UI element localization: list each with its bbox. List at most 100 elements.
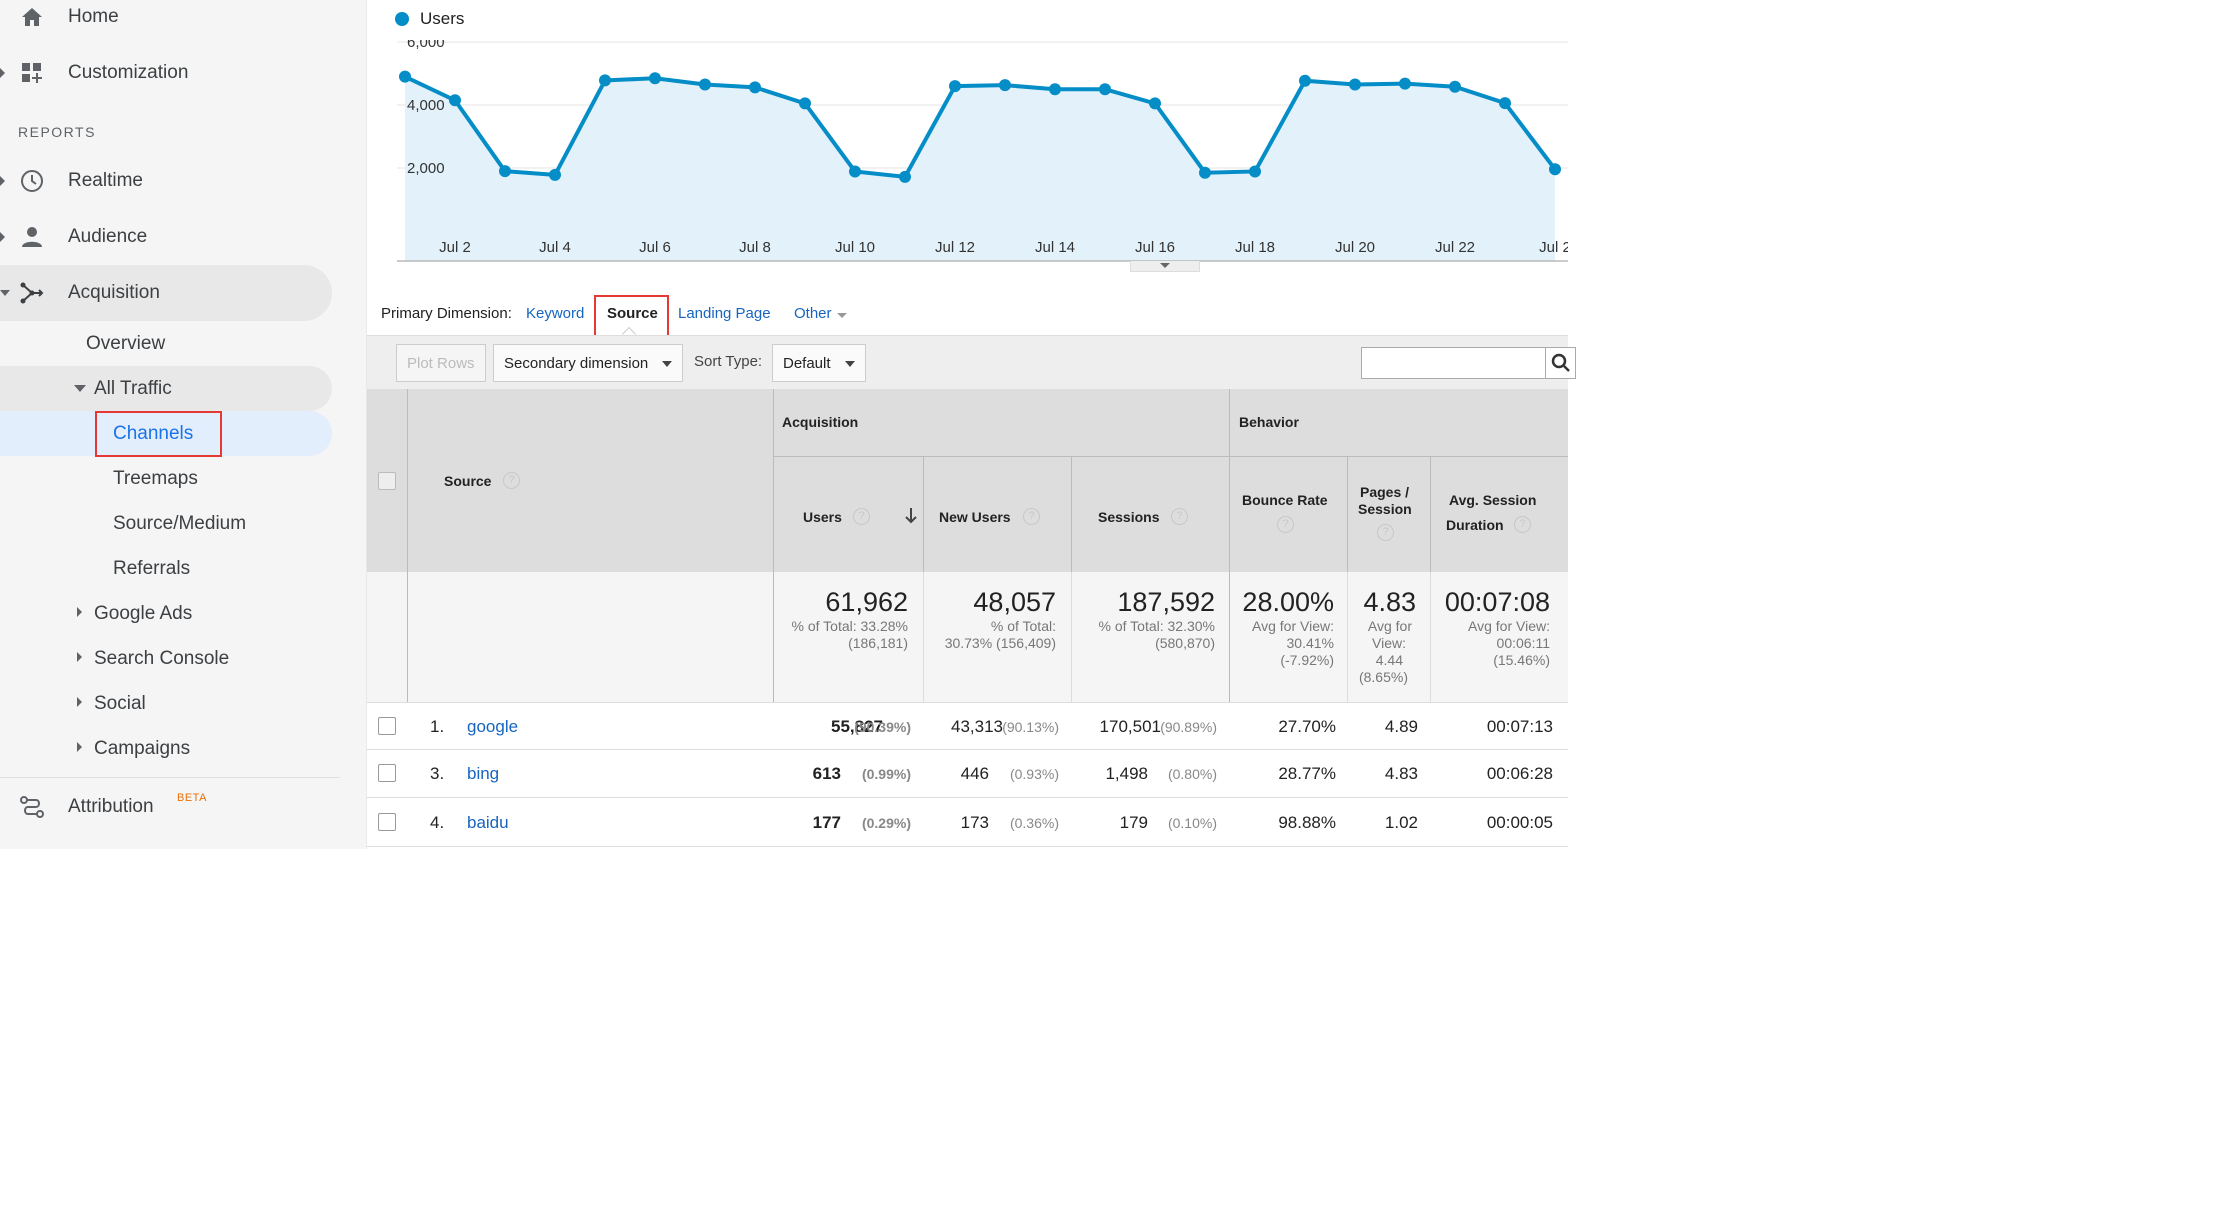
data-point[interactable] xyxy=(1199,166,1211,179)
table-row[interactable]: 3. bing 613 (0.99%) 446 (0.93%) 1,498 (0… xyxy=(367,750,1568,798)
nav-referrals[interactable]: Referrals xyxy=(113,558,191,579)
row-checkbox[interactable] xyxy=(378,764,396,782)
pages-session-header-line2[interactable]: Session xyxy=(1358,501,1412,517)
expand-caret-icon[interactable] xyxy=(77,652,82,662)
table-header: Source ? Acquisition Behavior Users ? Ne… xyxy=(367,389,1568,572)
nav-treemaps[interactable]: Treemaps xyxy=(113,468,198,489)
data-point[interactable] xyxy=(399,70,411,83)
other-dropdown-icon[interactable] xyxy=(837,313,847,318)
users-area-fill xyxy=(405,76,1555,262)
data-point[interactable] xyxy=(499,165,511,178)
select-all-checkbox[interactable] xyxy=(378,472,396,490)
nav-campaigns[interactable]: Campaigns xyxy=(94,738,191,759)
legend-users-label[interactable]: Users xyxy=(420,9,465,28)
nav-customization[interactable]: Customization xyxy=(0,48,340,98)
users-column-header[interactable]: Users xyxy=(803,509,842,525)
nav-search-console[interactable]: Search Console xyxy=(94,648,230,669)
nav-overview[interactable]: Overview xyxy=(86,333,166,354)
secondary-dimension-select[interactable]: Secondary dimension xyxy=(493,344,683,382)
users-series-line xyxy=(404,74,1557,179)
bounce-avg-delta: (-7.92%) xyxy=(1280,652,1334,668)
nav-customization-label: Customization xyxy=(68,62,189,83)
sort-descending-icon[interactable] xyxy=(904,507,918,525)
row-users-pct: (90.39%) xyxy=(854,719,911,735)
data-point[interactable] xyxy=(549,168,561,181)
row-source-link[interactable]: google xyxy=(467,717,519,736)
collapse-caret-icon[interactable] xyxy=(0,290,10,296)
nav-home[interactable]: Home xyxy=(0,0,340,42)
expand-caret-icon[interactable] xyxy=(77,697,82,707)
dimension-landing-page[interactable]: Landing Page xyxy=(678,305,771,322)
nav-google-ads[interactable]: Google Ads xyxy=(94,603,193,624)
chart-collapse-toggle[interactable] xyxy=(1130,261,1200,272)
nav-acquisition[interactable]: Acquisition xyxy=(0,268,340,318)
data-point[interactable] xyxy=(799,97,811,110)
data-point[interactable] xyxy=(1449,80,1461,93)
expand-caret-icon[interactable] xyxy=(0,68,5,78)
plot-rows-button[interactable]: Plot Rows xyxy=(396,344,486,382)
data-point[interactable] xyxy=(999,79,1011,92)
help-icon[interactable]: ? xyxy=(1377,524,1394,541)
source-column-header[interactable]: Source xyxy=(444,473,492,489)
expand-caret-icon[interactable] xyxy=(0,176,5,186)
data-point[interactable] xyxy=(1499,97,1511,110)
data-point[interactable] xyxy=(949,80,961,93)
data-point[interactable] xyxy=(599,74,611,87)
data-point[interactable] xyxy=(849,165,861,178)
table-row[interactable]: 1. google 55,827 (90.39%) 43,313 (90.13%… xyxy=(367,702,1568,750)
avg-duration-header-line1[interactable]: Avg. Session xyxy=(1449,492,1537,508)
data-point[interactable] xyxy=(1299,74,1311,87)
data-point[interactable] xyxy=(1099,83,1111,96)
help-icon[interactable]: ? xyxy=(1171,508,1188,525)
help-icon[interactable]: ? xyxy=(1023,508,1040,525)
data-point[interactable] xyxy=(899,170,911,183)
table-search-input[interactable] xyxy=(1361,347,1546,379)
nav-all-traffic[interactable]: All Traffic xyxy=(94,378,172,399)
avg-duration-header-line2[interactable]: Duration xyxy=(1446,517,1504,533)
data-point[interactable] xyxy=(699,78,711,91)
dimension-source[interactable]: Source xyxy=(607,305,658,322)
help-icon[interactable]: ? xyxy=(1514,516,1531,533)
row-source-link[interactable]: baidu xyxy=(467,813,509,832)
row-checkbox[interactable] xyxy=(378,717,396,735)
expand-caret-icon[interactable] xyxy=(77,607,82,617)
bounce-rate-column-header[interactable]: Bounce Rate xyxy=(1242,492,1328,508)
data-point[interactable] xyxy=(649,72,661,85)
table-row[interactable]: 4. baidu 177 (0.29%) 173 (0.36%) 179 (0.… xyxy=(367,799,1568,847)
dimension-keyword[interactable]: Keyword xyxy=(526,305,585,322)
data-point[interactable] xyxy=(749,81,761,94)
row-pages-session: 1.02 xyxy=(1384,813,1418,832)
nav-attribution[interactable]: Attribution xyxy=(0,782,340,832)
data-point[interactable] xyxy=(1549,163,1561,176)
sort-type-select[interactable]: Default xyxy=(772,344,866,382)
expand-caret-icon[interactable] xyxy=(0,232,5,242)
dropdown-caret-icon xyxy=(845,361,855,367)
data-point[interactable] xyxy=(1349,78,1361,91)
dimension-other[interactable]: Other xyxy=(794,305,832,322)
row-checkbox[interactable] xyxy=(378,813,396,831)
data-point[interactable] xyxy=(449,94,461,107)
nav-channels[interactable]: Channels xyxy=(113,423,194,444)
help-icon[interactable]: ? xyxy=(853,508,870,525)
help-icon[interactable]: ? xyxy=(1277,516,1294,533)
row-new-users: 446 xyxy=(960,764,989,783)
data-point[interactable] xyxy=(1149,97,1161,110)
data-point[interactable] xyxy=(1399,77,1411,90)
nav-home-label: Home xyxy=(68,6,119,27)
pages-session-header-line1[interactable]: Pages / xyxy=(1360,484,1410,500)
nav-realtime[interactable]: Realtime xyxy=(0,156,340,206)
new-users-column-header[interactable]: New Users xyxy=(939,509,1011,525)
sessions-column-header[interactable]: Sessions xyxy=(1098,509,1160,525)
row-source-link[interactable]: bing xyxy=(467,764,500,783)
collapse-caret-icon[interactable] xyxy=(74,385,86,392)
x-tick-label: Jul 14 xyxy=(1035,239,1075,256)
search-button[interactable] xyxy=(1546,347,1576,379)
expand-caret-icon[interactable] xyxy=(77,742,82,752)
row-index: 3. xyxy=(430,764,445,783)
nav-source-medium[interactable]: Source/Medium xyxy=(113,513,247,534)
nav-social[interactable]: Social xyxy=(94,693,146,714)
data-point[interactable] xyxy=(1049,83,1061,96)
help-icon[interactable]: ? xyxy=(503,472,520,489)
nav-audience[interactable]: Audience xyxy=(0,212,340,262)
data-point[interactable] xyxy=(1249,165,1261,178)
